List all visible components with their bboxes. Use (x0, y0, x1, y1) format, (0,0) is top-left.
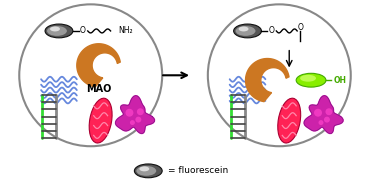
Text: MAO: MAO (86, 84, 111, 94)
Ellipse shape (296, 73, 326, 87)
Ellipse shape (137, 108, 144, 115)
Polygon shape (304, 96, 343, 133)
Text: OH: OH (334, 76, 347, 85)
Ellipse shape (137, 166, 156, 176)
Ellipse shape (300, 75, 316, 82)
Ellipse shape (135, 117, 141, 123)
Ellipse shape (47, 26, 67, 36)
Text: O: O (80, 26, 86, 36)
Ellipse shape (140, 167, 149, 171)
Ellipse shape (278, 98, 301, 143)
Ellipse shape (238, 26, 248, 31)
Ellipse shape (50, 26, 60, 31)
Text: O: O (297, 23, 303, 33)
Ellipse shape (318, 120, 324, 125)
Ellipse shape (324, 117, 330, 123)
Text: NH₂: NH₂ (119, 26, 133, 36)
Ellipse shape (130, 120, 135, 125)
Polygon shape (116, 96, 154, 133)
Ellipse shape (234, 24, 262, 38)
Ellipse shape (125, 109, 134, 117)
Ellipse shape (45, 24, 73, 38)
Ellipse shape (235, 26, 256, 36)
Ellipse shape (89, 98, 112, 143)
Ellipse shape (314, 109, 322, 117)
Polygon shape (77, 44, 120, 87)
Text: O: O (269, 26, 274, 36)
Ellipse shape (134, 164, 162, 178)
Text: = fluorescein: = fluorescein (168, 166, 228, 175)
Ellipse shape (326, 108, 333, 115)
Polygon shape (246, 59, 289, 102)
